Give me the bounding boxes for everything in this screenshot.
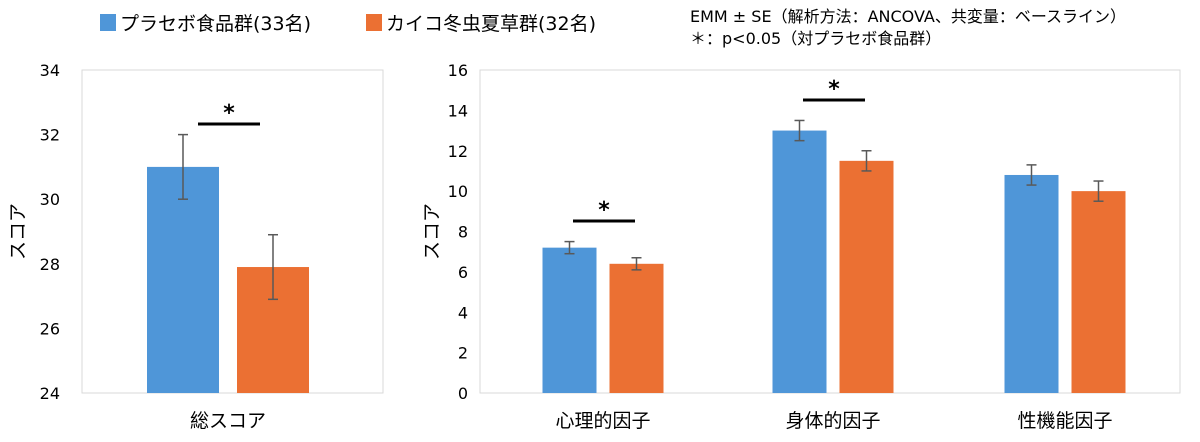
y-tick-label: 0 [458, 384, 468, 403]
legend-label-placebo: プラセボ食品群(33名) [120, 13, 311, 35]
legend-swatch-placebo [100, 14, 116, 31]
legend-swatch-cordyceps [366, 14, 382, 31]
y-axis-title: スコア [7, 203, 29, 260]
y-tick-label: 8 [458, 223, 468, 242]
y-tick-label: 26 [40, 319, 60, 338]
y-axis-title: スコア [421, 203, 443, 260]
bar [542, 247, 597, 393]
significance-marker: * [223, 101, 235, 126]
note-significance: ＊：p<0.05（対プラセボ食品群） [690, 29, 941, 48]
plot-area [479, 69, 1181, 394]
bar [839, 160, 894, 393]
x-tick-label: 総スコア [190, 410, 266, 432]
bar [1071, 191, 1126, 393]
bar [1004, 174, 1059, 393]
y-tick-label: 4 [458, 303, 468, 322]
x-tick-label: 心理的因子 [555, 410, 650, 432]
bar [772, 130, 827, 393]
note-method: EMM ± SE（解析方法：ANCOVA、共変量：ベースライン） [690, 7, 1126, 26]
significance-marker: * [828, 77, 840, 102]
y-tick-label: 14 [448, 101, 468, 120]
y-tick-label: 30 [40, 190, 60, 209]
legend-label-cordyceps: カイコ冬虫夏草群(32名) [386, 13, 596, 35]
plot-area [81, 69, 384, 394]
significance-marker: * [598, 198, 610, 223]
y-tick-label: 10 [448, 182, 468, 201]
bar [609, 263, 664, 393]
y-tick-label: 34 [40, 61, 60, 80]
y-tick-label: 16 [448, 61, 468, 80]
x-tick-label: 性機能因子 [1017, 410, 1112, 432]
y-tick-label: 12 [448, 142, 468, 161]
y-tick-label: 32 [40, 126, 60, 145]
y-tick-label: 2 [458, 344, 468, 363]
y-tick-label: 6 [458, 263, 468, 282]
y-tick-label: 24 [40, 384, 60, 403]
y-tick-label: 28 [40, 255, 60, 274]
x-tick-label: 身体的因子 [785, 410, 880, 432]
bar [147, 166, 219, 393]
